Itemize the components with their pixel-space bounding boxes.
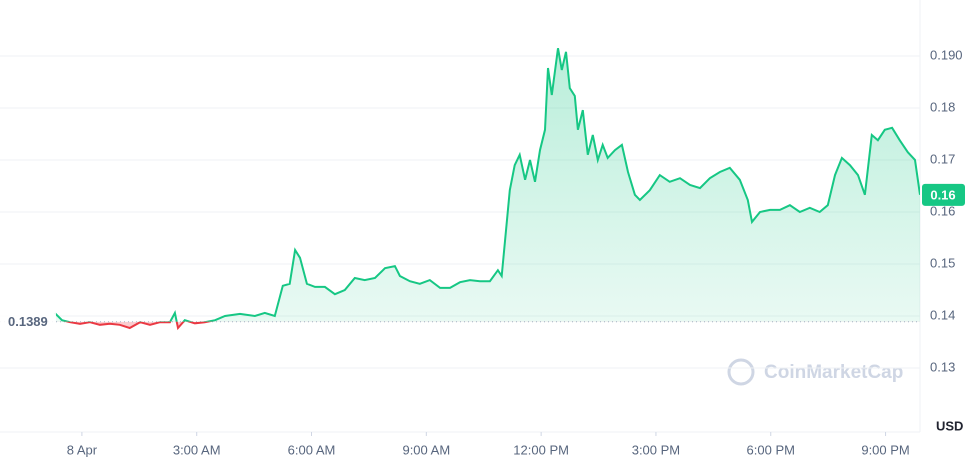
current-price-label: 0.16 <box>930 187 955 202</box>
y-tick-label: 0.18 <box>930 99 955 114</box>
x-tick-label: 6:00 AM <box>288 442 336 457</box>
y-tick-label: 0.15 <box>930 255 955 270</box>
watermark: CoinMarketCap <box>727 358 903 386</box>
x-tick-label: 9:00 AM <box>402 442 450 457</box>
y-tick-label: 0.190 <box>930 47 963 62</box>
baseline-badge <box>0 310 56 331</box>
y-unit: USD <box>936 418 963 433</box>
current-price-badge <box>922 183 965 206</box>
price-line <box>53 48 920 322</box>
x-tick-label: 3:00 AM <box>173 442 221 457</box>
x-tick-label: 3:00 PM <box>632 442 680 457</box>
baseline-label: 0.1389 <box>8 314 48 329</box>
y-tick-label: 0.14 <box>930 307 955 322</box>
x-tick-label: 6:00 PM <box>747 442 795 457</box>
x-tick-label: 8 Apr <box>67 442 98 457</box>
price-area-negative <box>68 321 208 328</box>
y-tick-label: 0.17 <box>930 151 955 166</box>
x-tick-label: 12:00 PM <box>513 442 569 457</box>
y-tick-label: 0.16 <box>930 203 955 218</box>
y-tick-label: 0.13 <box>930 359 955 374</box>
price-area <box>54 48 920 322</box>
watermark-text: CoinMarketCap <box>764 362 903 383</box>
x-tick-label: 9:00 PM <box>861 442 909 457</box>
